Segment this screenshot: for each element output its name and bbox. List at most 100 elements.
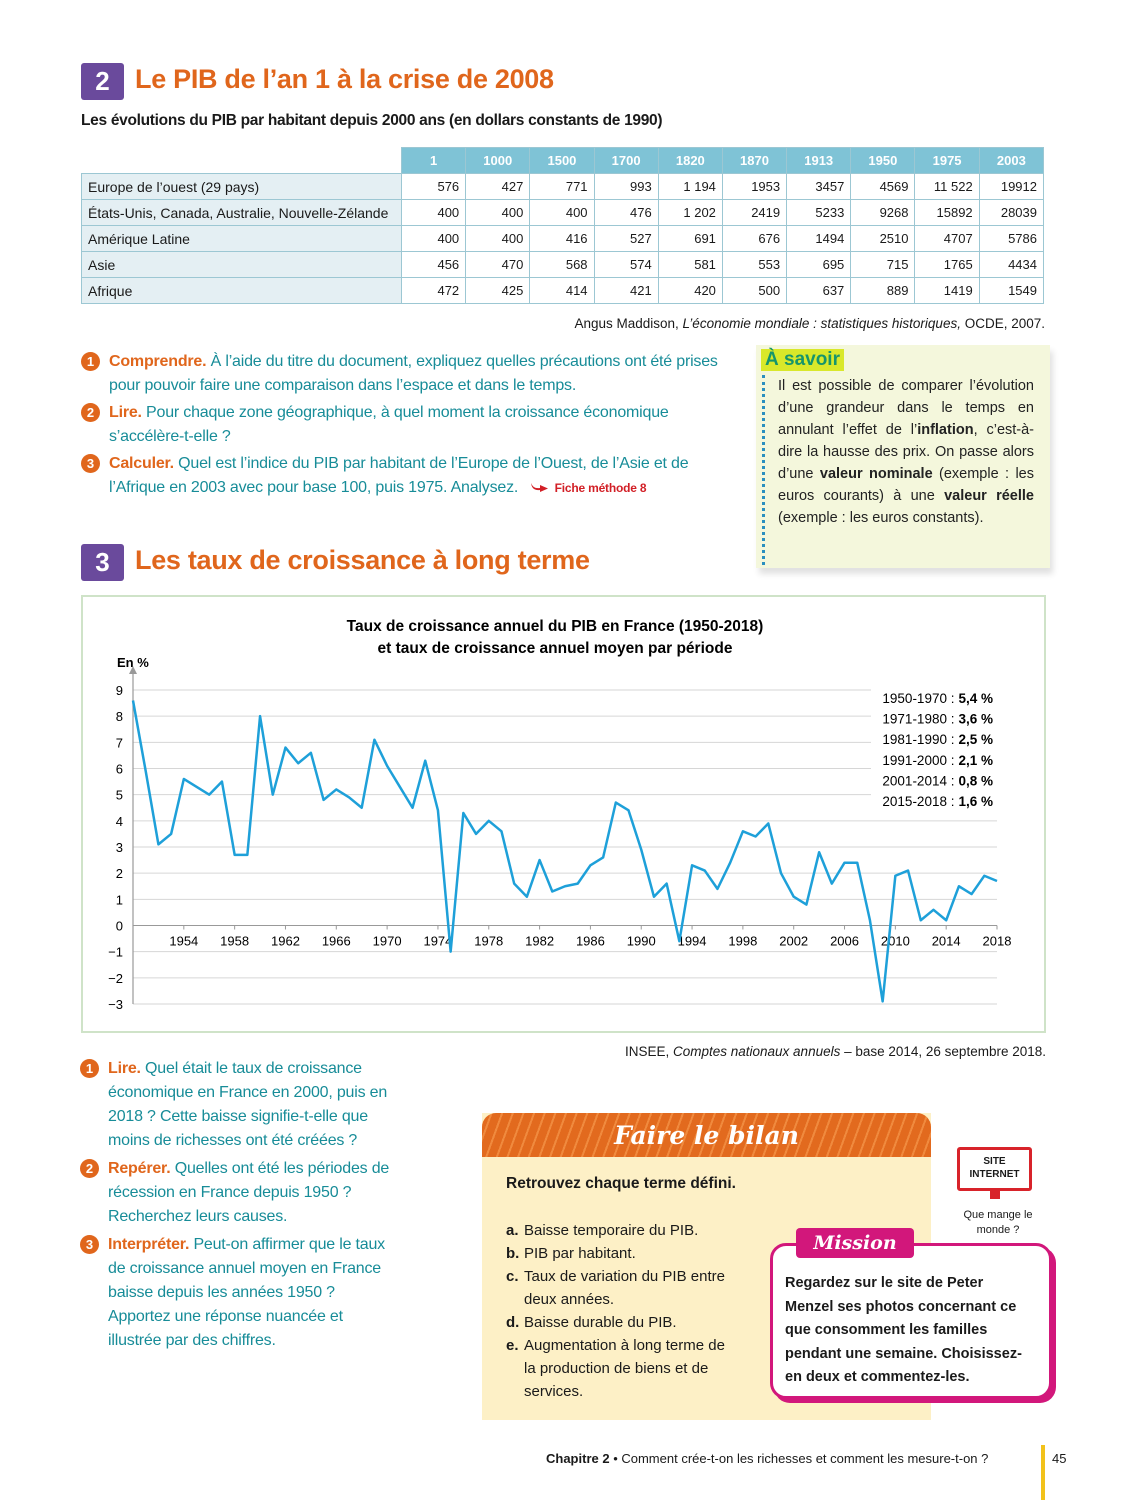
source: INSEE, Comptes nationaux annuels – base … — [625, 1044, 1046, 1059]
cell: 676 — [721, 225, 788, 252]
x-tick-label: 1986 — [576, 934, 605, 949]
question-text: Quelles ont été les périodes de récessio… — [108, 1160, 390, 1225]
question: 2 Repérer. Quelles ont été les périodes d… — [80, 1157, 400, 1229]
x-tick-label: 2018 — [983, 934, 1012, 949]
y-tick-label: −1 — [108, 945, 123, 960]
column-header: 1700 — [593, 147, 659, 174]
question-number: 1 — [80, 1059, 99, 1078]
cell: 421 — [593, 277, 659, 304]
cell: 500 — [721, 277, 788, 304]
cell: 1494 — [786, 225, 852, 252]
row-header: Amérique Latine — [81, 225, 402, 252]
question-body: Calculer. Quel est l’indice du PIB par h… — [109, 452, 729, 500]
cell: 5233 — [786, 199, 852, 226]
cell: 771 — [529, 173, 595, 200]
cell: 3457 — [786, 173, 852, 200]
y-tick-label: 4 — [116, 814, 123, 829]
item-text: Augmentation à long terme de la producti… — [524, 1337, 725, 1400]
question-label: Interpréter. — [108, 1236, 190, 1253]
question: 3 Interpréter. Peut-on affirmer que le ta… — [80, 1233, 400, 1353]
section-title: Le PIB de l’an 1 à la crise de 2008 — [135, 64, 554, 94]
table-title: Les évolutions du PIB par habitant depui… — [81, 112, 663, 129]
bilan-item: b. PIB par habitant. — [506, 1242, 726, 1265]
x-tick-label: 2006 — [830, 934, 859, 949]
row-header: Europe de l’ouest (29 pays) — [81, 173, 402, 200]
cell: 427 — [465, 173, 531, 200]
table-row: Asie 456 470 568 574 581 553 695 715 1765 4434 — [81, 251, 1045, 278]
data-line — [131, 700, 998, 1003]
header-row: 1 1000 1500 1700 1820 1870 1913 1950 1975 2003 — [81, 147, 1045, 174]
cell: 400 — [400, 225, 467, 252]
chart: Taux de croissance annuel du PIB en Fran… — [81, 595, 1046, 1033]
item-text: Baisse temporaire du PIB. — [524, 1222, 699, 1239]
cell: 2419 — [721, 199, 788, 226]
mission-box: Regardez sur le site de Peter Menzel ses… — [770, 1243, 1052, 1399]
item-text: Taux de variation du PIB entre deux anné… — [524, 1268, 725, 1308]
x-tick-label: 2014 — [932, 934, 961, 949]
question: 1 Lire. Quel était le taux de croissance … — [80, 1057, 400, 1153]
period: 1991-2000 : — [882, 753, 954, 768]
x-tick-label: 1990 — [627, 934, 656, 949]
y-tick-label: 3 — [116, 840, 123, 855]
x-tick-label: 1998 — [728, 934, 757, 949]
period: 1971-1980 : — [882, 712, 954, 727]
cell: 691 — [657, 225, 723, 252]
y-tick-label: 5 — [116, 788, 123, 803]
bilan-title: Faire le bilan — [614, 1121, 799, 1150]
cell: 400 — [400, 199, 467, 226]
y-axis-arrow — [129, 666, 137, 674]
column-header: 1 — [400, 147, 467, 174]
table-row: Amérique Latine 400 400 416 527 691 676 1494 251… — [81, 225, 1045, 252]
cell: 581 — [657, 251, 723, 278]
question-body: Repérer. Quelles ont été les périodes de… — [108, 1157, 398, 1229]
page-number: 45 — [1052, 1451, 1067, 1466]
cell: 568 — [529, 251, 595, 278]
column-header: 2003 — [978, 147, 1045, 174]
period: 1950-1970 : — [882, 691, 954, 706]
a-savoir-title: À savoir — [761, 349, 844, 371]
period: 2015-2018 : — [882, 794, 954, 809]
text: , c’est-à-dire la hausse des prix. On pa… — [778, 422, 1035, 482]
question-text: À l’aide du titre du document, expliquez… — [109, 353, 718, 394]
rate: 0,8 % — [958, 773, 993, 788]
x-tick-label: 1994 — [678, 934, 707, 949]
text: Il est possible de comparer l’évolution … — [778, 378, 1034, 438]
source: Angus Maddison, L’économie mondiale : st… — [574, 316, 1045, 331]
question: 2 Lire. Pour chaque zone géographique, à … — [81, 401, 731, 448]
question-number: 2 — [81, 403, 100, 422]
rate: 2,1 % — [958, 753, 993, 768]
cell: 1765 — [914, 251, 980, 278]
column-header: 1975 — [914, 147, 980, 174]
gdp-table: 1 1000 1500 1700 1820 1870 1913 1950 1975 2003 Eur… — [81, 147, 1045, 304]
rate: 5,4 % — [958, 691, 993, 706]
arrow-icon — [531, 482, 549, 492]
cell: 476 — [593, 199, 659, 226]
cell: 1419 — [914, 277, 980, 304]
bilan-header — [482, 1113, 931, 1157]
bilan-item: e. Augmentation à long terme de la produc… — [506, 1334, 726, 1403]
source-text: INSEE, — [624, 1044, 673, 1059]
column-header: 1913 — [786, 147, 852, 174]
period-average: 1991-2000 : 2,1 % — [882, 753, 993, 768]
questions: 1 Comprendre. À l’aide du titre du docume… — [81, 350, 731, 504]
cell: 527 — [593, 225, 659, 252]
question-label: Lire. — [108, 1060, 141, 1077]
source-title: Comptes nationaux annuels — [672, 1044, 841, 1059]
chart-frame — [81, 595, 1046, 1033]
row-header: États-Unis, Canada, Australie, Nouvelle-… — [81, 199, 402, 226]
monitor-stand — [990, 1191, 1000, 1199]
period-average: 1971-1980 : 3,6 % — [882, 712, 993, 727]
cell: 695 — [786, 251, 852, 278]
cell: 400 — [465, 225, 531, 252]
y-tick-label: 2 — [116, 866, 123, 881]
cell: 1953 — [721, 173, 788, 200]
column-header: 1950 — [850, 147, 916, 174]
table-row: Afrique 472 425 414 421 420 500 637 889 1419 1549 — [81, 277, 1045, 304]
y-tick-label: 1 — [116, 892, 123, 907]
footer-bar — [1041, 1445, 1045, 1500]
x-tick-label: 2002 — [779, 934, 808, 949]
bilan-items: a. Baisse temporaire du PIB. b. PIB par hab… — [506, 1219, 726, 1403]
y-tick-label: −2 — [108, 971, 123, 986]
cell: 637 — [786, 277, 852, 304]
x-tick-label: 1970 — [373, 934, 402, 949]
